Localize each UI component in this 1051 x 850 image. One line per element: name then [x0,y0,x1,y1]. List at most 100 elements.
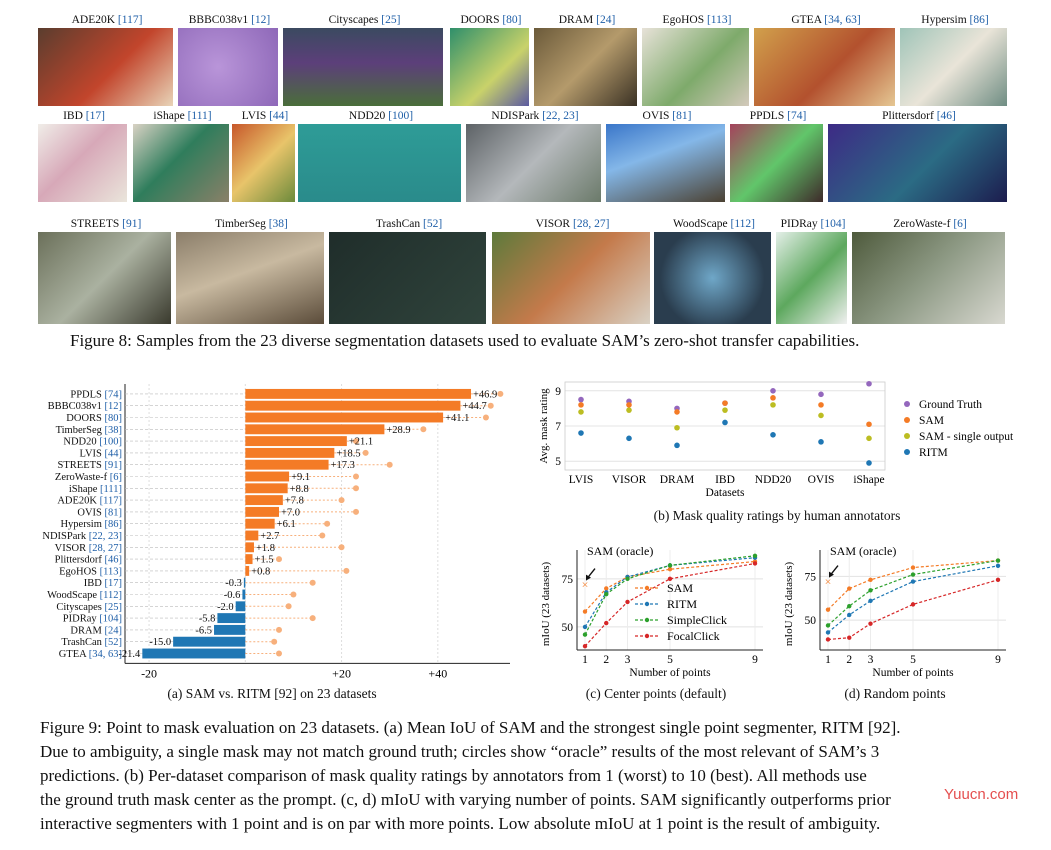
rating-point [578,409,584,415]
thumbnail-label: STREETS [91] [71,218,142,230]
series-point [995,558,1001,563]
rating-point [674,442,680,449]
bar [217,613,246,624]
series-point [825,630,831,635]
dataset-citation: [34, 63] [824,14,861,26]
dataset-name: BBBC038v1 [188,14,252,26]
category-label: OVIS [81] [77,507,122,518]
legend-label: SAM [667,581,693,595]
thumbnail-label: OVIS [81] [643,110,692,122]
legend-label: SAM - single output [919,431,1014,443]
x-tick-label: +20 [332,666,351,678]
dataset-citation: [104] [820,218,846,230]
x-tick-label: 3 [868,654,874,666]
subcaption-a: (a) SAM vs. RITM [92] on 23 datasets [167,686,377,701]
oracle-point [338,497,345,504]
caption-line: interactive segmenters with 1 point and … [40,814,881,833]
series-point [910,572,916,577]
dataset-sample-image [329,232,486,324]
legend-marker [644,633,650,639]
data-label: -0.6 [224,590,241,601]
dataset-sample-image [730,124,823,202]
category-label: DOORS [80] [66,413,122,424]
category-label: IBD [17] [84,578,122,589]
bar [245,506,279,517]
dataset-name: PIDRay [780,218,821,230]
series-point [604,586,609,591]
category-label: iShape [111] [69,484,122,495]
bar [173,636,246,647]
data-label: +1.5 [255,555,274,566]
y-tick-label: 75 [562,574,574,586]
category-label: VISOR [28, 27] [55,543,122,554]
oracle-point [386,461,393,468]
dataset-name: LVIS [241,110,270,122]
chart-d-random-points: 50 75 1 2 3 5 9 Number of points mIoU (23 datase… [783,544,1006,679]
bar [243,577,246,588]
thumbnail-label: IBD [17] [63,110,105,122]
bar [245,483,288,494]
rating-point [722,419,728,426]
category-label: GTEA [34, 63] [59,649,122,660]
thumbnail-label: LVIS [44] [242,110,289,122]
dataset-sample-image [38,232,171,324]
bar [242,589,246,600]
chart-a-iou-delta: +46.9 PPDLS [74] +44.7 BBBC038v1 [12] +41.1 D… [42,384,510,678]
rating-point [578,430,584,436]
dataset-citation: [22, 23] [542,110,579,122]
data-label: +8.8 [290,484,309,495]
y-axis-label: mIoU (23 datasets) [783,562,795,647]
bar [245,554,253,565]
series-point [847,612,852,618]
category-label: NDISPark [22, 23] [42,531,122,542]
series-point [995,563,1001,568]
oracle-point [343,567,350,574]
series-point [667,576,673,582]
caption-line: Figure 9: Point to mask evaluation on 23… [40,718,901,737]
category-label: Hypersim [86] [60,519,122,530]
dataset-sample-image [283,28,443,106]
x-tick-label: 2 [603,654,609,666]
category-label: ZeroWaste-f [6] [55,472,122,483]
oracle-point [353,508,359,515]
thumbnail-label: PPDLS [74] [750,110,807,122]
dataset-sample-image [298,124,461,202]
legend-marker [904,433,910,439]
dataset-sample-image [654,232,771,324]
thumbnail-label: Cityscapes [25] [329,14,401,26]
dataset-citation: [117] [117,14,143,26]
dataset-sample-image [606,124,725,202]
dataset-name: DRAM [558,14,597,26]
dataset-citation: [81] [672,110,692,122]
dataset-citation: [12] [251,14,271,26]
x-tick-label: 2 [846,654,852,666]
oracle-arrow-head [586,574,591,581]
data-label: -2.0 [217,602,234,613]
oracle-point [271,638,278,645]
dataset-sample-image [38,124,127,202]
subcaption-c: (c) Center points (default) [585,686,727,701]
x-tick-label: VISOR [612,474,647,486]
legend-label: SAM [919,415,944,427]
series-point [825,637,831,642]
series-point [582,632,588,637]
bar [245,495,283,506]
y-tick-label: 75 [805,571,817,583]
x-tick-label: 1 [825,654,831,666]
legend-marker [904,401,910,407]
y-tick-label: 5 [555,456,561,468]
subcaption-d: (d) Random points [844,686,946,701]
dataset-sample-image [38,28,173,106]
data-label: +21.1 [349,437,373,448]
dataset-name: Plittersdorf [882,110,937,122]
dataset-citation: [52] [423,218,443,230]
oracle-point [497,390,504,397]
series-point [604,592,609,597]
bar [245,412,444,423]
dataset-citation: [46] [936,110,956,122]
x-tick-label: +40 [428,666,447,678]
rating-point [866,380,872,387]
series-point [910,579,916,584]
dataset-citation: [91] [122,218,142,230]
series-point [604,620,609,626]
